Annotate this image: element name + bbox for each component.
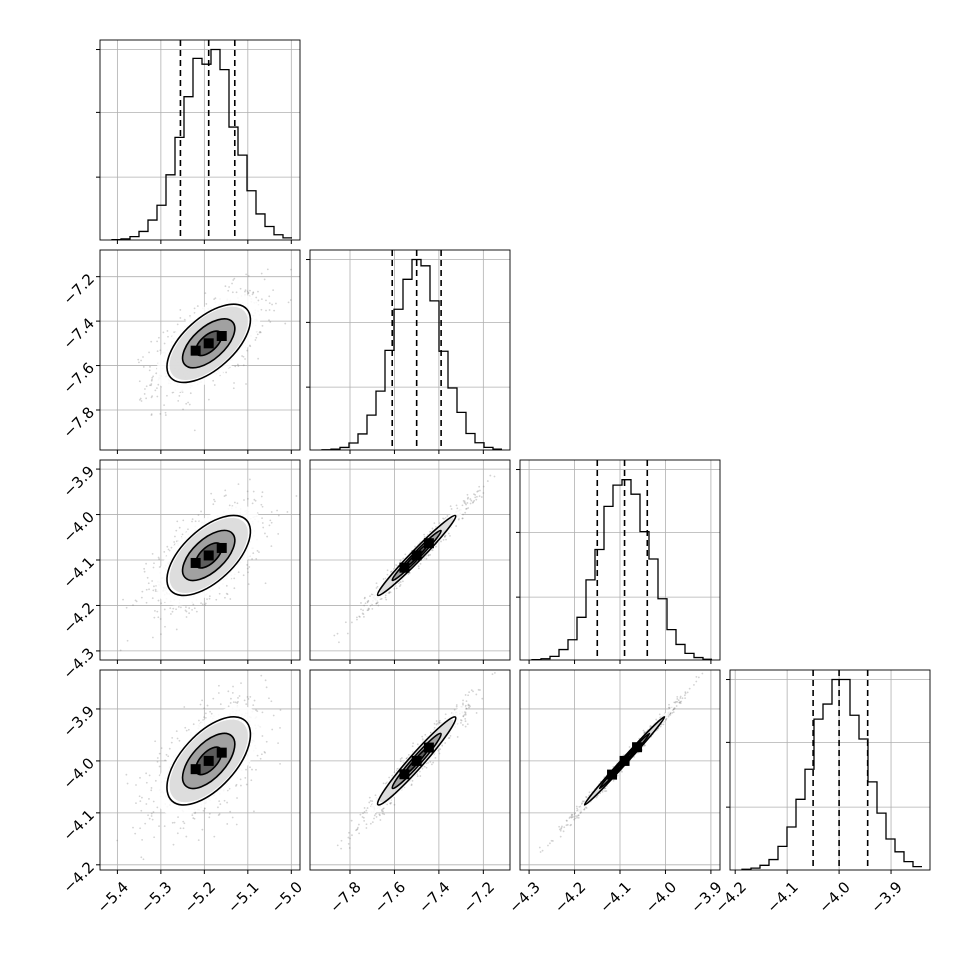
x-tick-label: −3.9: [867, 878, 905, 916]
histogram-0: [111, 48, 292, 240]
panel-3-0: −4.2 −4.1 −4.0 −3.9 −5.4 −5.3 −5.2 −5.1 −5.0: [60, 669, 306, 917]
y-tick-label: −7.4: [60, 314, 98, 352]
histogram-3: [741, 678, 922, 870]
x-tick-label: −7.4: [415, 878, 453, 916]
x-tick-label: −4.1: [763, 878, 801, 916]
panel-frame: [309, 669, 511, 871]
x-tick-label: −7.6: [371, 878, 409, 916]
contour-line: [166, 716, 252, 806]
contour-line: [181, 529, 236, 582]
x-tick-label: −5.2: [181, 878, 219, 916]
histogram-2: [531, 479, 712, 660]
panel-2-1: [309, 459, 511, 664]
contour-line: [598, 732, 651, 790]
x-tick-label: −5.3: [137, 878, 175, 916]
y-tick-label: −3.9: [60, 702, 98, 740]
x-tick-label: −4.0: [815, 878, 853, 916]
panel-frame: [309, 459, 511, 661]
y-tick-label: −4.0: [60, 508, 98, 546]
x-tick-label: −5.0: [268, 878, 306, 916]
histogram-1: [321, 258, 502, 450]
y-tick-label: −7.2: [60, 270, 98, 308]
panel-frame: [99, 39, 301, 241]
panel-1-1: [306, 249, 511, 454]
x-tick-label: −4.2: [551, 878, 589, 916]
panel-3-2: −4.3 −4.2 −4.1 −4.0 −3.9: [505, 669, 726, 917]
contour-line: [403, 746, 430, 776]
contour-line: [583, 716, 666, 806]
panel-0-0: [96, 39, 301, 244]
y-tick-label: −4.1: [60, 806, 98, 844]
contour-line: [376, 716, 457, 806]
contour-line: [181, 732, 236, 790]
contour-line: [391, 732, 442, 790]
contour-line: [403, 542, 430, 569]
panel-1-0: −7.8 −7.6 −7.4 −7.2: [60, 249, 301, 454]
panel-frame: [519, 459, 721, 661]
contour-line: [194, 746, 223, 776]
x-tick-label: −7.8: [326, 878, 364, 916]
x-tick-label: −5.4: [94, 878, 132, 916]
panel-frame: [99, 249, 301, 451]
contour-line: [376, 514, 457, 597]
panel-frame: [309, 249, 511, 451]
y-tick-label: −4.3: [60, 644, 98, 682]
contour-line: [194, 330, 223, 357]
panel-3-3: −4.2 −4.1 −4.0 −3.9: [711, 669, 931, 917]
y-tick-label: −3.9: [60, 462, 98, 500]
x-tick-label: −4.1: [596, 878, 634, 916]
contour-line: [166, 514, 252, 597]
y-tick-label: −7.6: [60, 359, 98, 397]
panel-frame: [99, 459, 301, 661]
x-tick-label: −7.2: [460, 878, 498, 916]
contour-line: [391, 529, 442, 582]
x-tick-label: −4.0: [642, 878, 680, 916]
y-tick-label: −4.2: [60, 599, 98, 637]
panel-3-1: −7.8 −7.6 −7.4 −7.2: [309, 669, 511, 917]
x-tick-label: −5.1: [224, 878, 262, 916]
contour-line: [611, 746, 638, 776]
panel-frame: [99, 669, 301, 871]
y-tick-label: −4.1: [60, 553, 98, 591]
panel-2-2: [516, 459, 721, 664]
x-tick-label: −4.3: [505, 878, 543, 916]
y-tick-label: −4.2: [60, 858, 98, 896]
panel-2-0: −4.3 −4.2 −4.1 −4.0 −3.9: [60, 459, 301, 683]
contour-line: [166, 303, 252, 384]
panel-frame: [519, 669, 721, 871]
contour-line: [194, 542, 223, 569]
panel-frame: [729, 669, 931, 871]
y-tick-label: −7.8: [60, 403, 98, 441]
contour-line: [181, 318, 236, 369]
y-tick-label: −4.0: [60, 754, 98, 792]
